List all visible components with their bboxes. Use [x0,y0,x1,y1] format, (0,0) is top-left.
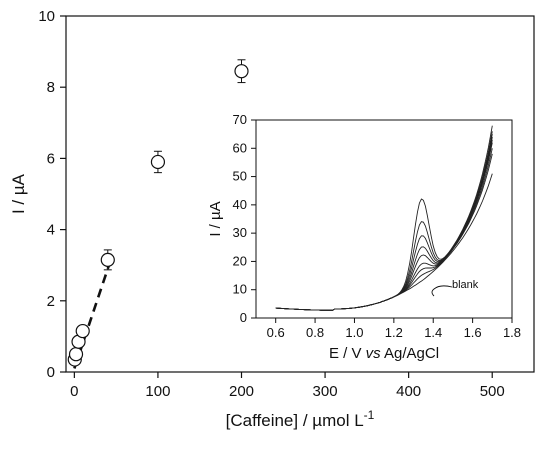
inset-y-tick-label: 10 [233,282,247,297]
inset-chart: 0.6 0.8 1.0 1.2 1.4 1.6 1.8 0 10 20 30 40 50 60 70 bl… [207,112,521,362]
inset-x-tick-label: 0.8 [306,325,324,340]
data-point [68,347,84,362]
main-y-ticks: 0 2 4 6 8 10 [38,8,66,381]
main-y-tick-label: 6 [47,150,55,167]
data-marker [68,347,84,362]
main-y-title-pre: I / [9,195,28,214]
data-marker [234,64,249,79]
main-x-title-sup: -1 [364,408,375,422]
inset-x-tick-label: 1.0 [345,325,363,340]
inset-y-title-mu: µ [207,211,224,220]
inset-y-tick-label: 70 [233,112,247,127]
main-plot-frame [65,15,535,373]
main-y-title-post: A [9,173,28,185]
main-x-title-pre: [Caffeine] / [226,411,313,430]
main-x-tick-label: 200 [229,383,254,400]
inset-voltammogram-curves [275,125,493,311]
inset-y-tick-label: 60 [233,140,247,155]
main-x-title-mu: µ [312,411,322,430]
voltammogram-curve [275,125,493,311]
blank-annotation-arrow [431,285,453,297]
inset-x-title-vs: vs [366,345,382,362]
data-marker [150,154,166,170]
data-point [150,150,166,174]
main-x-tick-label: 500 [480,383,505,400]
data-point [234,59,249,84]
main-y-tick-label: 4 [47,222,55,239]
inset-y-tick-label: 40 [233,197,247,212]
inset-y-tick-label: 30 [233,225,247,240]
data-point [100,249,115,271]
data-point [75,323,90,339]
inset-x-ticks: 0.6 0.8 1.0 1.2 1.4 1.6 1.8 [267,318,521,340]
main-x-tick-label: 300 [313,383,338,400]
main-x-tick-label: 400 [396,383,421,400]
main-x-title-post: mol L [322,411,364,430]
inset-y-tick-label: 0 [240,310,247,325]
main-y-tick-label: 0 [47,364,55,381]
main-y-tick-label: 8 [47,79,55,96]
main-y-axis-title: I / µA [9,173,28,214]
inset-x-tick-label: 1.6 [464,325,482,340]
inset-y-ticks: 0 10 20 30 40 50 60 70 [233,112,256,325]
inset-x-title-e: E / V [329,345,366,362]
main-x-tick-label: 100 [145,383,170,400]
inset-x-tick-label: 1.8 [503,325,521,340]
data-marker [100,252,115,267]
main-x-axis-title: [Caffeine] / µmol L-1 [226,408,375,430]
inset-y-tick-label: 20 [233,253,247,268]
inset-x-tick-label: 1.2 [385,325,403,340]
inset-y-title-post: A [207,201,224,211]
inset-x-title-ref: Ag/AgCl [381,345,439,362]
main-y-tick-label: 10 [38,8,55,25]
data-marker [75,323,90,339]
inset-x-axis-title: E / V vs Ag/AgCl [329,345,439,362]
inset-x-tick-label: 0.6 [267,325,285,340]
main-data-marks [67,59,249,369]
main-y-tick-label: 2 [47,293,55,310]
inset-y-title-pre: I / [207,220,224,237]
inset-y-tick-label: 50 [233,169,247,184]
inset-x-tick-label: 1.4 [424,325,442,340]
inset-y-axis-title: I / µA [207,201,224,236]
blank-annotation: blank [452,279,479,291]
main-x-ticks: 0 100 200 300 400 500 [70,372,505,400]
main-y-title-mu: µ [9,185,28,195]
inset-plot-frame [255,119,513,319]
main-x-tick-label: 0 [70,383,78,400]
